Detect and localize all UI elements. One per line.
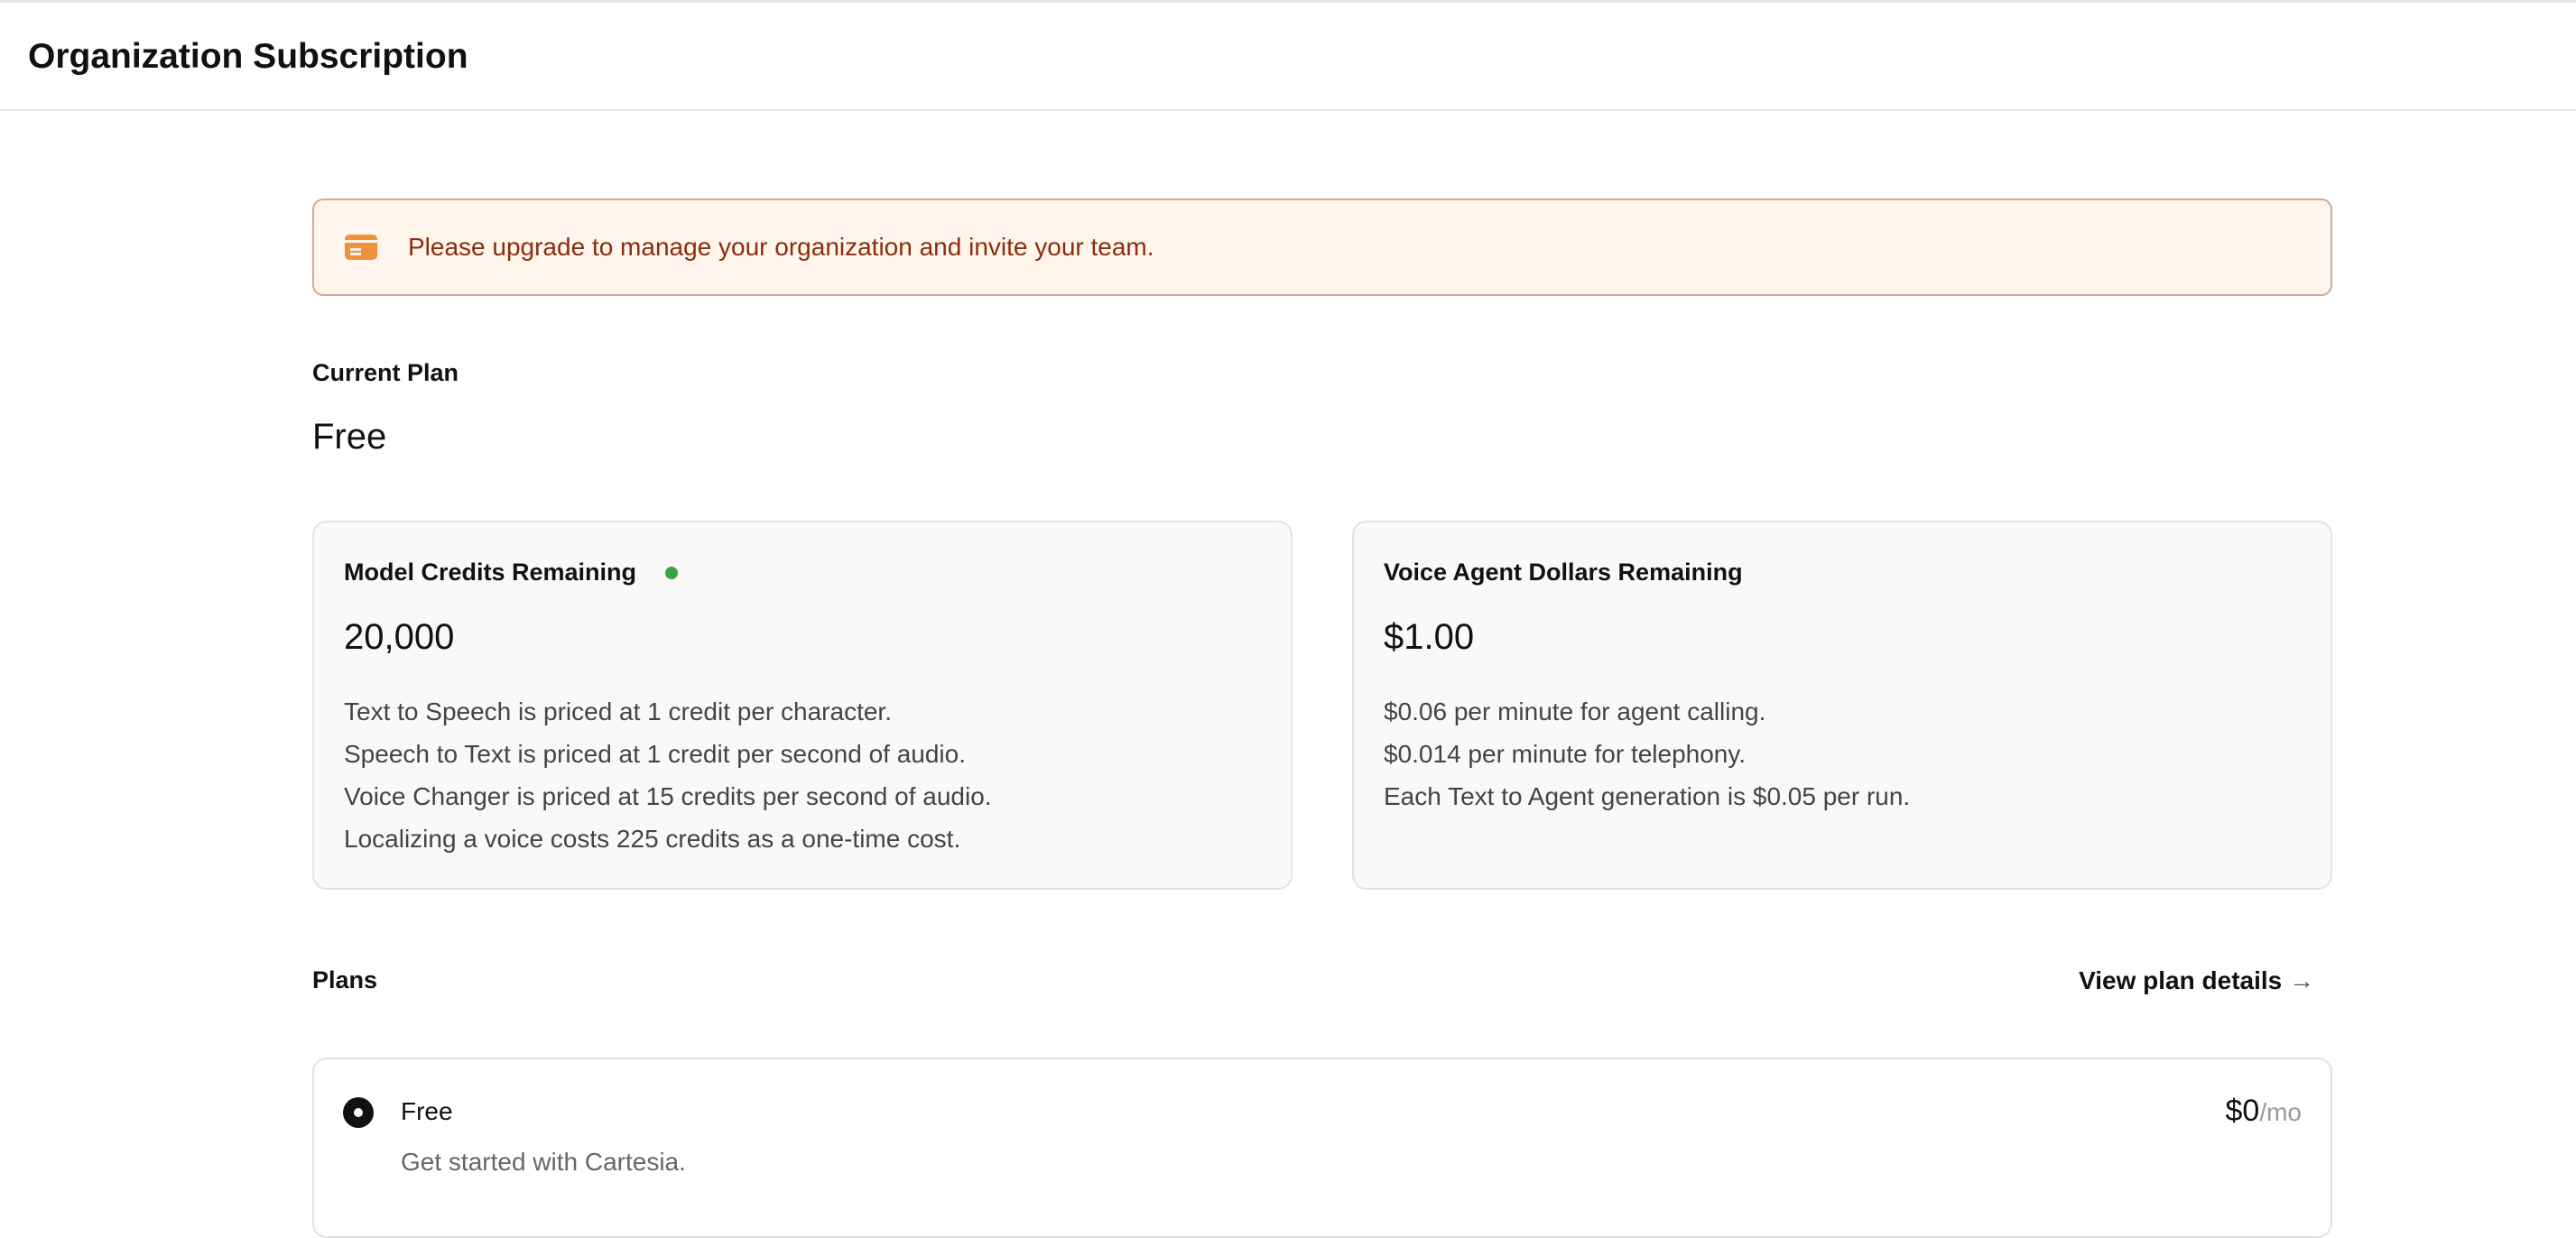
pricing-line: $0.06 per minute for agent calling. (1384, 698, 1766, 725)
pricing-line: Text to Speech is priced at 1 credit per… (344, 698, 892, 725)
current-plan-value: Free (312, 417, 387, 457)
price-period: /mo (2259, 1098, 2302, 1126)
card-title: Voice Agent Dollars Remaining (1384, 559, 1743, 586)
pricing-line: Voice Changer is priced at 15 credits pe… (344, 782, 992, 810)
plan-description: Get started with Cartesia. (401, 1148, 686, 1176)
plan-option-free[interactable]: Free Get started with Cartesia. $0/mo (312, 1058, 2332, 1238)
card-title: Model Credits Remaining (344, 559, 637, 586)
price-amount: $0 (2225, 1094, 2260, 1128)
upgrade-banner: Please upgrade to manage your organizati… (312, 199, 2332, 296)
view-plan-details-link[interactable]: View plan details → (2079, 966, 2314, 995)
view-plan-details-label: View plan details (2079, 966, 2283, 994)
plans-label: Plans (312, 966, 378, 993)
model-credits-card: Model Credits Remaining 20,000 Text to S… (312, 521, 1293, 890)
radio-selected-icon[interactable] (343, 1097, 374, 1128)
pricing-line: Speech to Text is priced at 1 credit per… (344, 740, 967, 768)
plan-name: Free (401, 1097, 453, 1125)
top-border (0, 0, 2576, 3)
arrow-right-icon: → (2289, 966, 2314, 994)
pricing-line: Localizing a voice costs 225 credits as … (344, 825, 961, 853)
pricing-line: Each Text to Agent generation is $0.05 p… (1384, 782, 1911, 810)
banner-message: Please upgrade to manage your organizati… (408, 233, 1154, 261)
page-title: Organization Subscription (28, 37, 468, 76)
dollars-value: $1.00 (1384, 617, 1475, 657)
plan-price: $0/mo (2225, 1094, 2302, 1129)
pricing-line: $0.014 per minute for telephony. (1384, 740, 1747, 768)
voice-agent-card: Voice Agent Dollars Remaining $1.00 $0.0… (1352, 521, 2332, 890)
credits-value: 20,000 (344, 617, 455, 657)
page-header: Organization Subscription (0, 3, 2576, 111)
credit-card-icon (345, 235, 377, 260)
status-dot-icon (665, 566, 679, 579)
current-plan-label: Current Plan (312, 359, 459, 386)
